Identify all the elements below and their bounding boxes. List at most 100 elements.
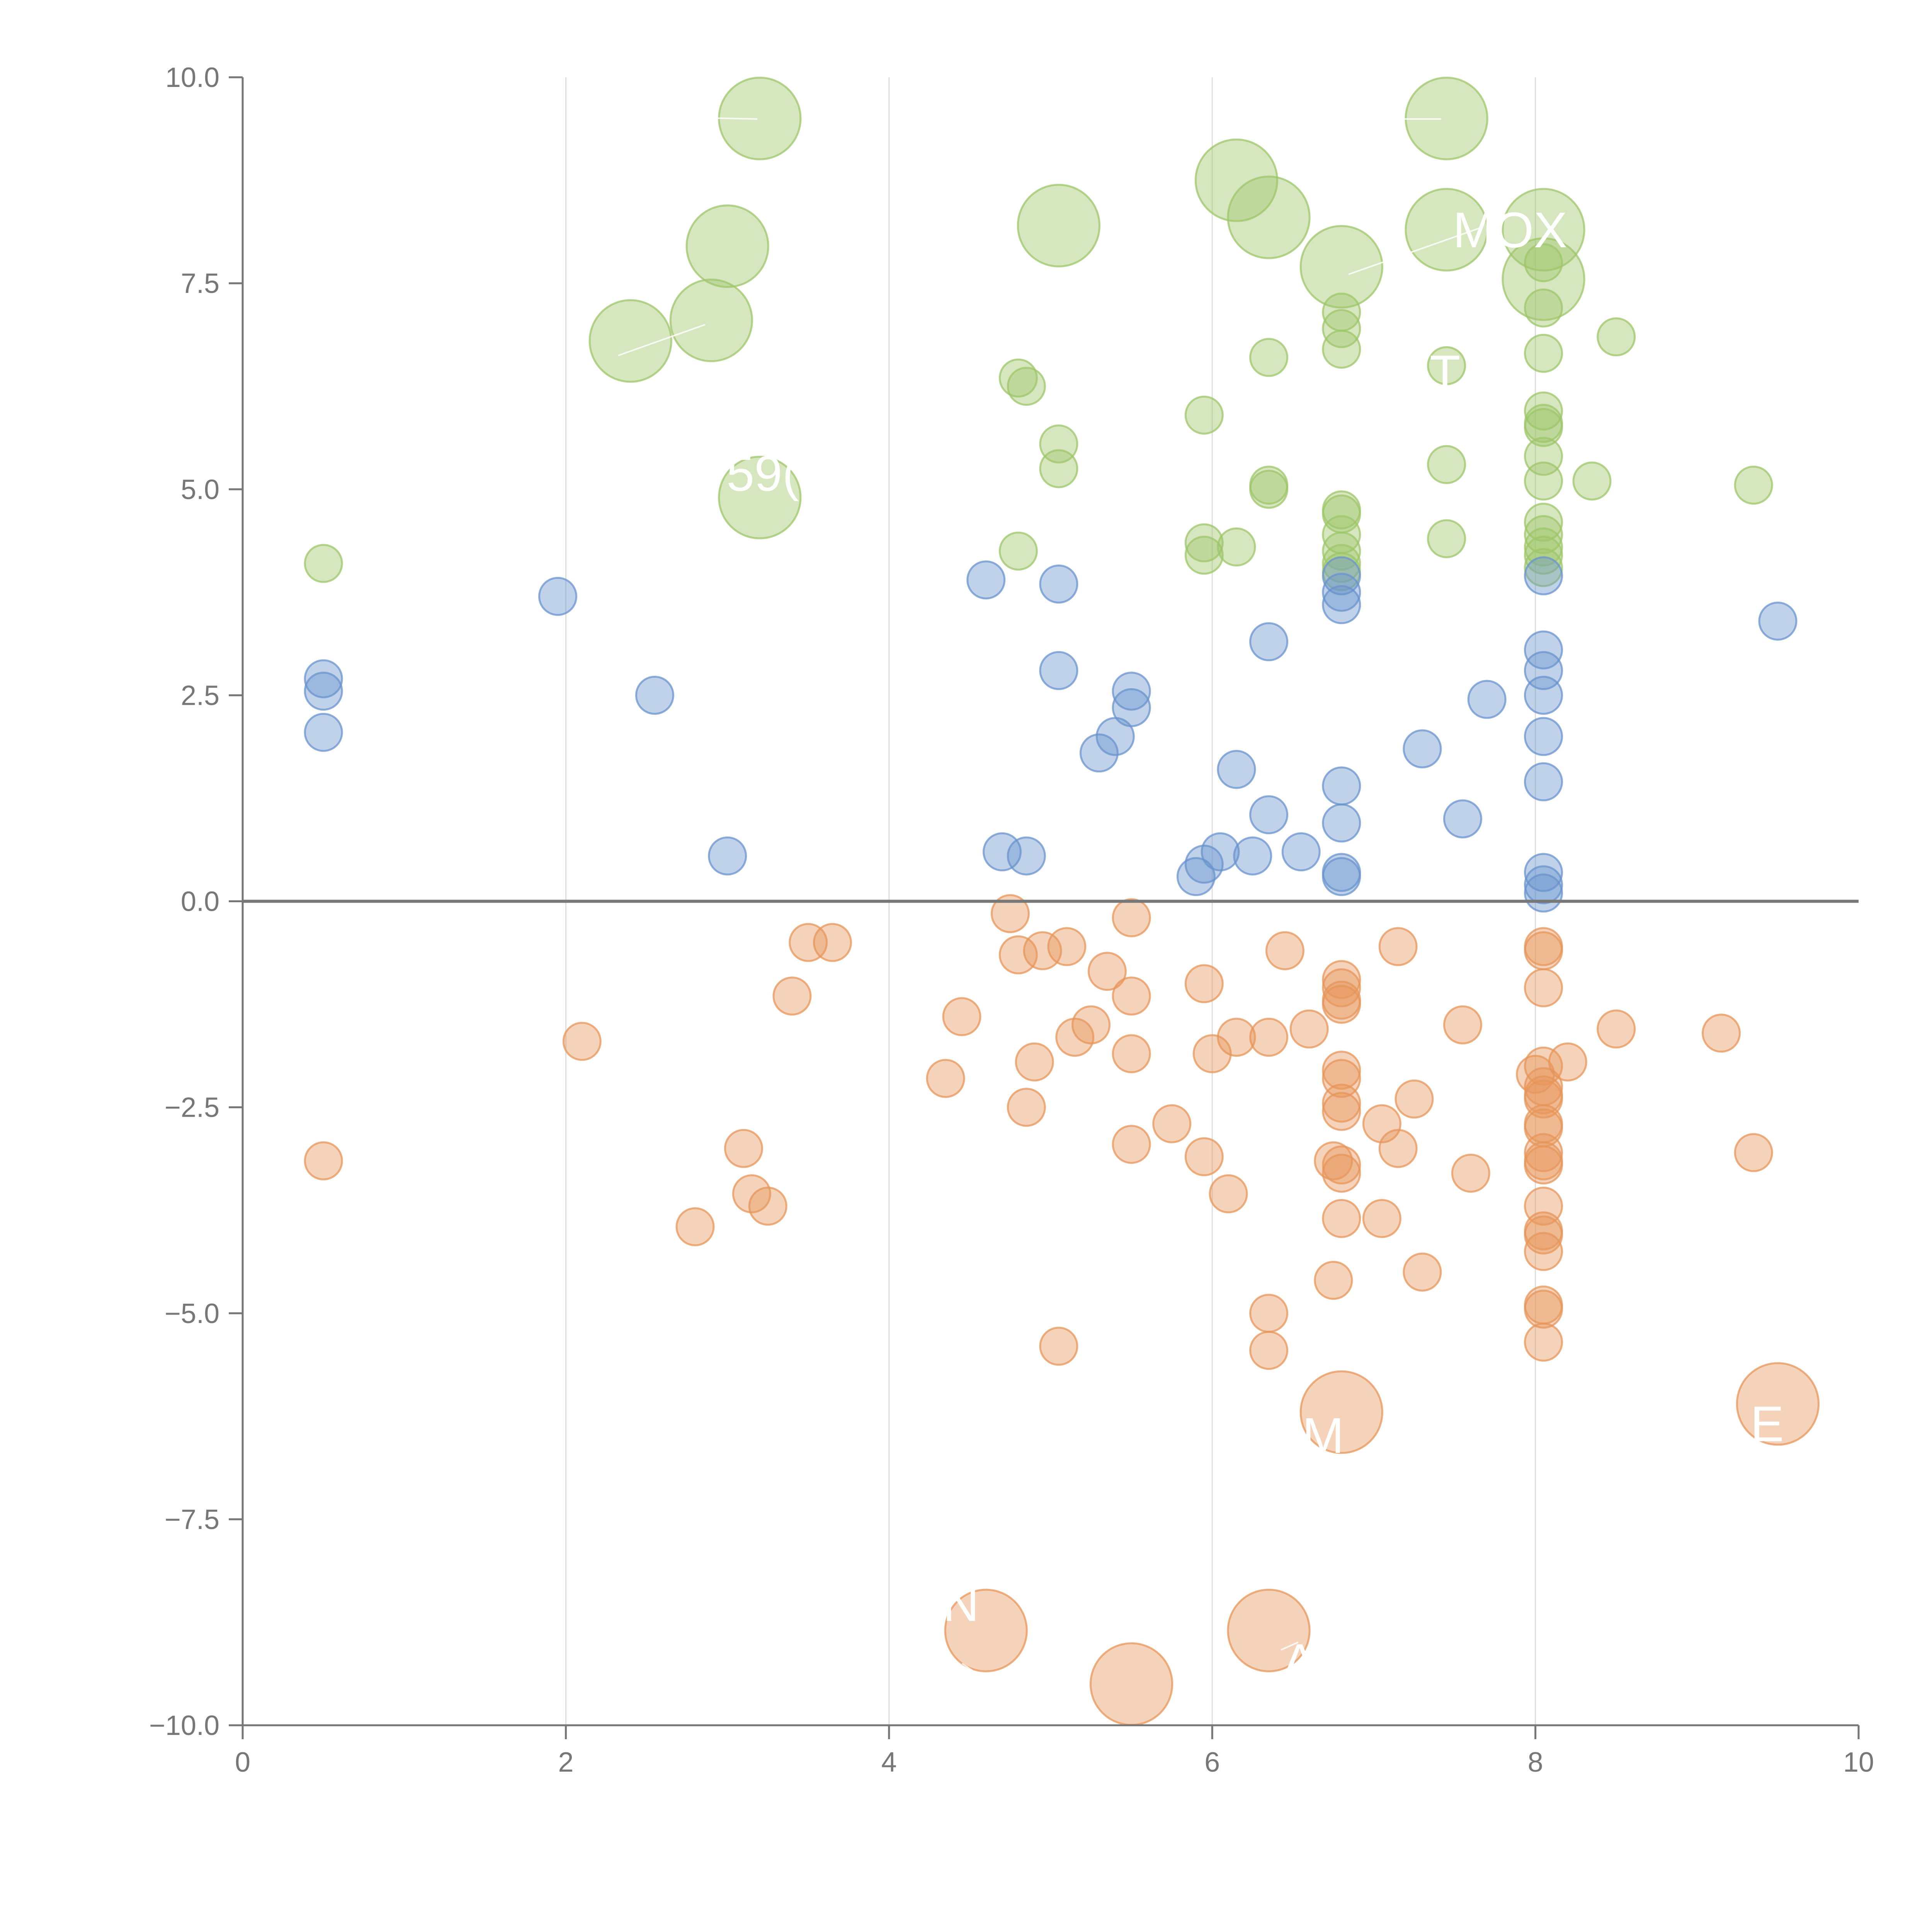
data-point-green	[1524, 391, 1563, 431]
x-tick-label: 6	[1204, 1747, 1220, 1778]
data-point-green	[1405, 188, 1488, 272]
data-point-orange	[1112, 1034, 1151, 1073]
data-point-orange	[813, 923, 852, 962]
data-point-green	[1299, 225, 1383, 309]
data-point-blue	[1079, 733, 1119, 773]
data-point-orange	[1071, 1005, 1111, 1044]
data-point-blue	[1467, 680, 1507, 719]
y-tick-label: −2.5	[165, 1092, 219, 1123]
data-point-green	[1427, 519, 1466, 558]
tick-marks: 0 2 4 6 8 10 −10.0 −7.5 −5.0 −2.5 0.0 2.5 5.0 7.5 10.0	[149, 62, 1874, 1778]
data-point-orange	[1702, 1014, 1741, 1053]
y-tick-label: 5.0	[181, 474, 219, 505]
data-point-orange	[562, 1022, 602, 1061]
data-points	[304, 77, 1820, 1726]
data-point-orange	[1524, 931, 1563, 970]
data-point-green	[1194, 138, 1279, 222]
data-point-green	[1524, 408, 1563, 447]
data-point-orange	[944, 1588, 1028, 1672]
data-point-blue	[1443, 799, 1482, 838]
data-point-orange	[1378, 927, 1418, 966]
data-point-green	[1524, 333, 1563, 373]
data-point-blue	[1039, 564, 1078, 604]
data-point-blue	[1112, 688, 1151, 727]
data-point-orange	[1322, 1083, 1361, 1123]
data-point-blue	[1322, 766, 1361, 806]
data-point-blue	[1112, 672, 1151, 711]
data-point-green	[1249, 469, 1289, 509]
data-point-orange	[732, 1174, 771, 1214]
data-point-orange	[1112, 976, 1151, 1016]
data-point-green	[998, 358, 1038, 398]
data-point-blue	[1524, 873, 1563, 913]
x-tick-label: 10	[1843, 1747, 1874, 1778]
annotation-labels: MOX T A N M E 59(	[608, 115, 1784, 1690]
data-point-green	[1427, 346, 1466, 385]
data-point-orange	[1289, 1009, 1329, 1049]
data-point-orange	[1322, 1145, 1361, 1185]
annotation-leader-line	[961, 1663, 982, 1678]
data-point-orange	[1362, 1199, 1401, 1238]
annotation-label: MOX	[1453, 202, 1567, 258]
data-point-blue	[1322, 857, 1361, 896]
data-point-green	[718, 456, 802, 539]
data-point-green	[1217, 527, 1256, 567]
data-point-green	[685, 204, 769, 288]
data-point-orange	[1734, 1133, 1773, 1172]
data-point-blue	[304, 672, 343, 711]
data-point-orange	[1087, 952, 1127, 991]
data-point-orange	[942, 997, 981, 1036]
data-point-green	[1427, 445, 1466, 484]
data-point-blue	[1281, 832, 1321, 872]
data-point-green	[1524, 243, 1563, 282]
data-point-orange	[1192, 1034, 1232, 1073]
y-tick-label: 2.5	[181, 680, 219, 711]
data-point-green	[1322, 544, 1361, 583]
x-tick-label: 2	[558, 1747, 573, 1778]
data-point-orange	[1322, 968, 1361, 1007]
data-point-green	[1572, 461, 1612, 501]
data-point-orange	[1524, 1322, 1563, 1362]
data-point-green	[304, 544, 343, 583]
data-point-blue	[1184, 845, 1224, 884]
data-point-blue	[1007, 836, 1046, 876]
data-point-blue	[1322, 585, 1361, 624]
data-point-orange	[1451, 1153, 1490, 1193]
data-point-orange	[1249, 1017, 1289, 1057]
data-point-orange	[1443, 1005, 1482, 1044]
data-point-green	[1502, 188, 1585, 272]
data-point-green	[1249, 338, 1289, 377]
data-point-orange	[1217, 1017, 1256, 1057]
data-point-blue	[966, 560, 1006, 600]
data-point-green	[1227, 175, 1311, 259]
data-point-orange	[1249, 1294, 1289, 1333]
data-point-orange	[1322, 1092, 1361, 1131]
y-tick-label: −10.0	[149, 1710, 219, 1741]
data-point-orange	[1322, 1153, 1361, 1193]
data-point-orange	[1524, 1145, 1563, 1185]
data-point-orange	[1152, 1104, 1192, 1143]
y-tick-label: −5.0	[165, 1298, 219, 1329]
data-point-orange	[1184, 964, 1224, 1003]
data-point-green	[1524, 461, 1563, 501]
data-point-blue	[708, 836, 747, 876]
data-point-blue	[1403, 729, 1442, 769]
data-point-orange	[1209, 1174, 1248, 1214]
data-point-blue	[1524, 717, 1563, 756]
data-point-orange	[1112, 898, 1151, 937]
data-point-orange	[304, 1141, 343, 1180]
data-point-orange	[1548, 1042, 1587, 1082]
data-point-orange	[1524, 968, 1563, 1007]
data-point-orange	[1378, 1129, 1418, 1168]
data-point-orange	[1249, 1331, 1289, 1370]
annotation-label: A	[1283, 1633, 1316, 1690]
data-point-orange	[748, 1187, 787, 1226]
data-point-orange	[1007, 1088, 1046, 1127]
data-point-blue	[1524, 853, 1563, 892]
data-point-green	[1597, 317, 1636, 357]
data-point-blue	[538, 577, 577, 616]
data-point-blue	[1201, 832, 1240, 872]
data-point-orange	[1322, 1051, 1361, 1090]
data-point-orange	[1055, 1017, 1095, 1057]
